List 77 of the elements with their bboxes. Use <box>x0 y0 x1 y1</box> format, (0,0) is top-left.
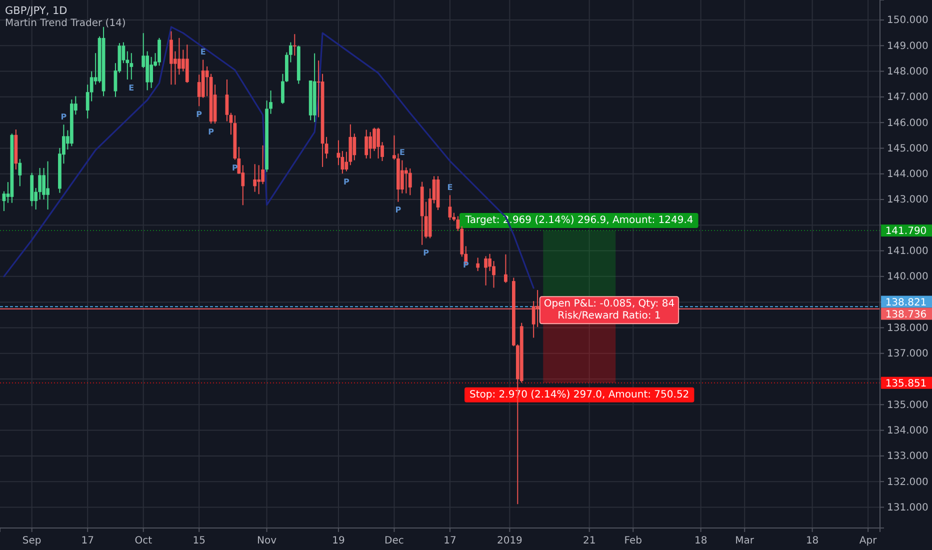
y-tick-label: 141.000 <box>887 246 928 257</box>
x-tick-label: 15 <box>192 536 206 546</box>
candlestick <box>292 34 296 56</box>
y-tick-label: 134.000 <box>887 426 928 436</box>
candlestick <box>225 78 229 122</box>
band-label: Target: 2.969 (2.14%) 296.9, Amount: 1249.4 <box>464 215 694 226</box>
x-tick-label: Sep <box>22 536 42 546</box>
candlestick <box>42 167 46 200</box>
y-tick-label: 147.000 <box>887 92 928 104</box>
candlestick <box>46 160 50 210</box>
candlestick <box>404 166 408 194</box>
annotation: E <box>128 83 134 92</box>
ref-line-label: 138.821 <box>885 297 927 308</box>
annotation: E <box>200 48 206 57</box>
candlestick <box>376 127 380 159</box>
candlestick <box>400 160 404 194</box>
x-tick-label: 18 <box>806 536 819 546</box>
annotation: P <box>60 112 67 122</box>
x-tick-label: 21 <box>582 536 596 546</box>
annotation: Open P&L: -0.085, Qty: 84 Risk/Reward Ratio: 1 <box>544 298 675 322</box>
candlestick <box>352 133 356 161</box>
candlestick <box>408 168 412 196</box>
candlestick <box>177 37 181 76</box>
annotation: E <box>447 182 453 192</box>
x-tick-label: 19 <box>332 536 345 546</box>
x-tick-label: 17 <box>444 536 456 546</box>
x-tick-label: Apr <box>859 536 878 546</box>
ref-line-label: 138.736 <box>885 309 927 320</box>
candlestick <box>504 254 508 284</box>
annotation: P <box>343 177 350 186</box>
annotation: P <box>423 248 430 258</box>
x-tick-label: 2019 <box>496 536 522 546</box>
annotation: P <box>196 110 202 119</box>
candlestick <box>197 74 201 107</box>
y-tick-label: 132.000 <box>887 476 928 488</box>
candlestick <box>150 56 154 88</box>
candlestick <box>448 194 452 221</box>
x-tick-label: Nov <box>257 536 277 546</box>
y-tick-label: 150.000 <box>887 15 928 26</box>
y-tick-label: 143.000 <box>887 194 928 206</box>
y-tick-label: 148.000 <box>887 66 928 78</box>
x-tick-label: Mar <box>735 536 755 546</box>
ref-line-label: 135.851 <box>885 378 927 390</box>
candlestick <box>488 253 492 272</box>
candlestick <box>18 158 22 187</box>
ref-line-label: 141.790 <box>885 226 927 238</box>
y-tick-label: 149.000 <box>887 40 928 52</box>
line-series <box>3 26 534 289</box>
y-tick-label: 145.000 <box>887 143 928 154</box>
y-tick-label: 131.000 <box>887 502 928 514</box>
annotation: P <box>208 127 214 136</box>
annotation: E <box>399 148 405 158</box>
annotation: P <box>395 206 402 215</box>
candlestick <box>484 256 488 286</box>
y-tick-label: 146.000 <box>887 118 928 129</box>
candlestick <box>257 164 261 195</box>
x-tick-label: 17 <box>81 536 94 546</box>
text: Martin Trend Trader (14) <box>5 18 126 29</box>
x-tick-label: 18 <box>694 536 708 546</box>
y-tick-label: 137.000 <box>887 348 928 360</box>
candlestick <box>185 44 189 84</box>
candlestick <box>476 257 480 272</box>
text: GBP/JPY, 1D <box>5 5 68 17</box>
y-tick-label: 135.000 <box>887 400 928 411</box>
band-label: Stop: 2.970 (2.14%) 297.0, Amount: 750.52 <box>470 389 690 400</box>
candlestick <box>253 164 257 192</box>
x-tick-label: Dec <box>384 536 404 546</box>
y-tick-label: 133.000 <box>887 451 928 462</box>
candlestick <box>158 37 161 66</box>
candlestick <box>130 52 134 80</box>
y-tick-label: 144.000 <box>887 169 928 180</box>
candlestick <box>364 129 368 159</box>
candlestick <box>368 132 372 159</box>
x-tick-label: Feb <box>624 536 642 546</box>
y-tick-label: 140.000 <box>887 272 928 283</box>
y-tick-label: 138.000 <box>887 322 928 334</box>
x-tick-label: Oct <box>134 536 152 546</box>
